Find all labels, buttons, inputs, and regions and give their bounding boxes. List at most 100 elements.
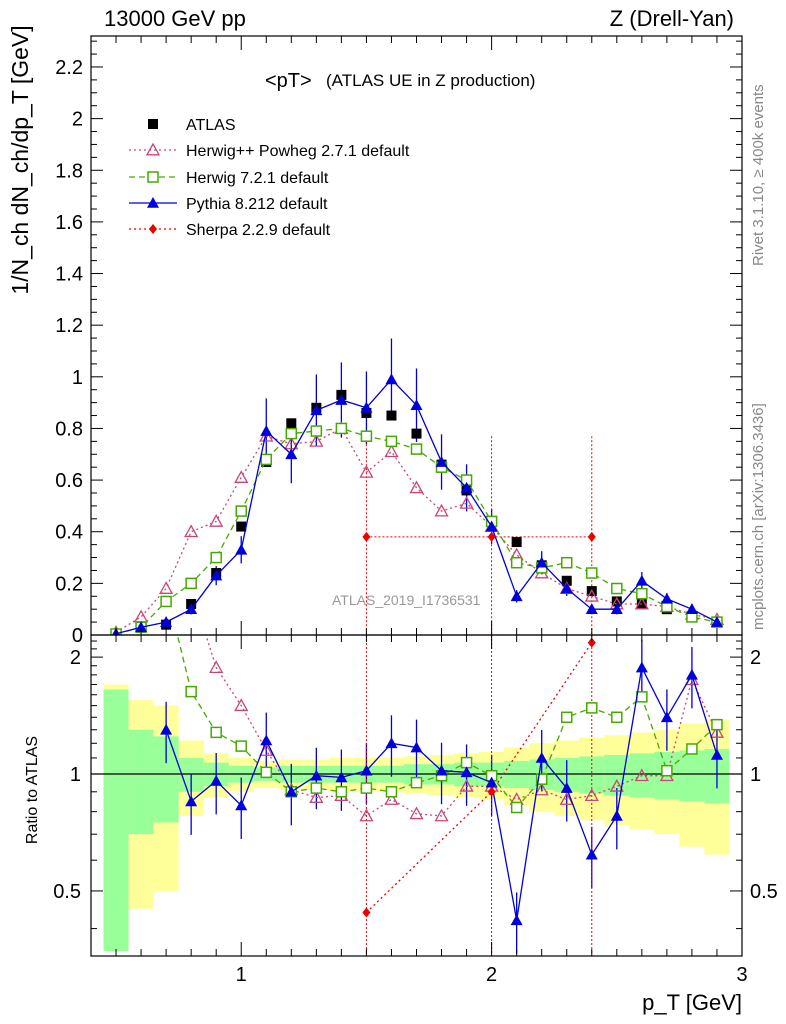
atlas-marker — [511, 537, 522, 548]
pythia-ratio-marker — [635, 661, 648, 673]
herwigpp-ratio-marker — [359, 808, 374, 822]
pythia-marker — [410, 399, 423, 411]
pythia-marker — [635, 574, 648, 586]
pythia-ratio-marker — [160, 723, 173, 735]
herwig7-ratio-marker — [535, 773, 548, 785]
pythia-ratio-marker — [335, 771, 348, 783]
pythia-ratio-marker — [660, 711, 673, 723]
main-ytick-label: 1.8 — [55, 160, 83, 182]
herwig7-ratio-marker — [460, 756, 473, 769]
herwigpp-marker — [309, 434, 324, 447]
chart-title: <pT> — [265, 70, 312, 92]
pythia-ratio-marker — [210, 774, 223, 786]
pythia-marker — [310, 404, 323, 416]
pythia-ratio-marker — [435, 764, 448, 776]
pythia-marker — [710, 616, 723, 627]
herwig7-marker — [310, 425, 323, 437]
herwigpp-ratio-marker — [584, 788, 599, 802]
herwig7-ratio-marker — [260, 766, 273, 779]
pythia-marker — [660, 592, 673, 604]
pythia-ratio-marker — [485, 776, 498, 788]
herwigpp-marker — [584, 588, 599, 602]
herwig7-ratio-marker — [385, 786, 398, 798]
main-ytick-label: 1.6 — [55, 212, 83, 234]
legend-label-herwigpp: Herwig++ Powheg 2.7.1 default — [186, 143, 410, 160]
atlas-marker — [286, 418, 297, 429]
herwig7-ratio-marker — [711, 718, 723, 731]
herwigpp-ratio-marker — [534, 782, 549, 796]
ratio-xtick-label: 2 — [486, 964, 497, 986]
main-ytick-label: 1.4 — [55, 264, 83, 286]
herwig7-marker — [611, 582, 623, 595]
atlas-marker — [386, 410, 397, 421]
main-ytick-label: 0 — [72, 625, 83, 647]
pythia-ratio-marker — [410, 741, 423, 753]
herwig7-marker — [560, 556, 573, 569]
herwigpp-marker — [409, 480, 424, 494]
herwig7-marker — [586, 567, 598, 579]
pythia-marker — [535, 556, 548, 568]
ratio-ytick-label-right: 2 — [750, 647, 761, 669]
header-right: Z (Drell-Yan) — [609, 6, 734, 31]
herwig7-marker — [385, 435, 398, 448]
pythia-ratio-marker — [585, 848, 598, 860]
uncertainty-band-green — [128, 729, 154, 835]
herwig7-marker — [335, 422, 348, 435]
pythia-ratio-marker — [560, 782, 573, 793]
herwigpp-marker — [634, 596, 649, 610]
atlas-marker — [236, 521, 247, 532]
legend-label-sherpa: Sherpa 2.2.9 default — [186, 222, 331, 239]
main-plot-area — [110, 338, 725, 635]
herwig7-marker — [285, 427, 298, 440]
ratio-ytick-label-left: 1 — [70, 764, 81, 786]
herwig7-ratio-marker — [310, 782, 323, 794]
ratio-xtick-label: 3 — [736, 964, 747, 986]
herwigpp-ratio-marker — [409, 806, 424, 820]
herwigpp-marker — [184, 524, 199, 538]
herwigpp-ratio-marker — [459, 778, 474, 792]
main-ytick-label: 0.8 — [55, 418, 83, 440]
herwigpp-marker — [209, 514, 224, 527]
herwigpp-marker — [384, 444, 399, 458]
ratio-ytick-label-right: 1 — [750, 764, 761, 786]
herwig7-marker — [410, 443, 423, 455]
legend-marker-sherpa — [149, 224, 157, 234]
pythia-marker — [160, 616, 173, 627]
pythia-marker — [610, 603, 623, 614]
herwig7-ratio-marker — [611, 711, 623, 724]
herwig7-ratio-marker — [560, 711, 573, 724]
main-ytick-label: 0.2 — [55, 573, 83, 595]
herwigpp-ratio-marker — [559, 792, 574, 805]
sherpa-marker — [487, 531, 496, 542]
herwigpp-ratio-marker — [609, 778, 624, 792]
ratio-panel: 0.5 0.5 1 1 2 2 1 2 3 Ratio to ATLAS p_T [GeV] — [24, 634, 778, 1015]
atlas-marker — [411, 428, 422, 439]
pythia-ratio-marker — [510, 914, 523, 926]
pythia-marker — [510, 590, 523, 602]
pythia-ratio-marker — [685, 668, 698, 680]
main-ytick-label: 0.6 — [55, 470, 83, 492]
ratio-ytick-label-left: 0.5 — [53, 881, 81, 903]
herwig7-marker — [160, 595, 172, 608]
pythia-marker — [685, 603, 698, 614]
header-left: 13000 GeV pp — [104, 6, 246, 31]
herwig7-ratio-marker — [185, 685, 197, 698]
herwig7-ratio-marker — [586, 702, 598, 714]
ratio-plot-area — [91, 635, 742, 956]
herwigpp-ratio-marker — [709, 725, 725, 738]
chart-subtitle: (ATLAS UE in Z production) — [326, 71, 535, 90]
legend-marker-herwigpp — [145, 142, 161, 156]
herwig7-marker — [360, 430, 373, 442]
xlabel: p_T [GeV] — [642, 990, 742, 1015]
pythia-ratio-marker — [185, 795, 198, 807]
pythia-marker — [335, 394, 348, 405]
pythia-ratio-marker — [710, 748, 723, 760]
pythia-ratio-marker — [610, 809, 623, 821]
herwigpp-ratio-marker — [434, 808, 449, 822]
herwigpp-marker — [434, 503, 449, 517]
pythia-ratio-marker — [285, 785, 298, 797]
herwig7-marker — [185, 577, 197, 590]
pythia-ratio-marker — [235, 799, 248, 811]
herwig7-marker — [235, 505, 247, 517]
herwig7-marker — [260, 453, 273, 466]
